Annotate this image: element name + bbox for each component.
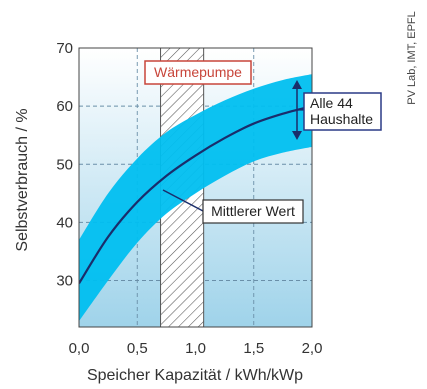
credit-text: PV Lab, IMT, EPFL xyxy=(406,11,418,105)
region-label: Wärmepumpe xyxy=(154,64,242,80)
region-label-box xyxy=(144,60,252,85)
range-arrow-down-icon xyxy=(292,131,302,140)
y-tick-label: 60 xyxy=(56,98,73,115)
x-tick-label: 1,5 xyxy=(243,340,264,357)
mean-annotation: Mittlerer Wert xyxy=(162,189,304,224)
plot-frame xyxy=(78,47,313,328)
x-tick-label: 0,0 xyxy=(69,340,90,357)
x-tick-label: 1,0 xyxy=(185,340,206,357)
range-arrow-up-icon xyxy=(292,80,302,89)
mean-leader-line xyxy=(162,189,204,212)
mean-line-group xyxy=(79,105,312,284)
household-range-band xyxy=(79,74,312,322)
region-annotation: Wärmepumpe xyxy=(144,60,252,85)
mean-label-box xyxy=(202,199,304,224)
x-tick-label: 2,0 xyxy=(302,340,323,357)
y-tick-label: 40 xyxy=(56,214,73,231)
x-tick-label: 0,5 xyxy=(127,340,148,357)
x-axis-label: Speicher Kapazität / kWh/kWp xyxy=(87,367,303,384)
range-label: Alle 44 Haushalte xyxy=(310,95,373,127)
range-label-box xyxy=(303,92,382,131)
mean-line xyxy=(79,105,312,284)
range-annotation: Alle 44 Haushalte xyxy=(292,80,382,140)
axis-ticks: 30 40 50 60 70 0,0 0,5 1,0 1,5 2,0 xyxy=(56,40,322,357)
y-tick-label: 50 xyxy=(56,156,73,173)
y-tick-label: 70 xyxy=(56,40,73,57)
range-band xyxy=(79,74,312,322)
y-tick-label: 30 xyxy=(56,273,73,290)
y-axis-label: Selbstverbrauch / % xyxy=(14,108,31,251)
mean-label: Mittlerer Wert xyxy=(211,203,295,219)
